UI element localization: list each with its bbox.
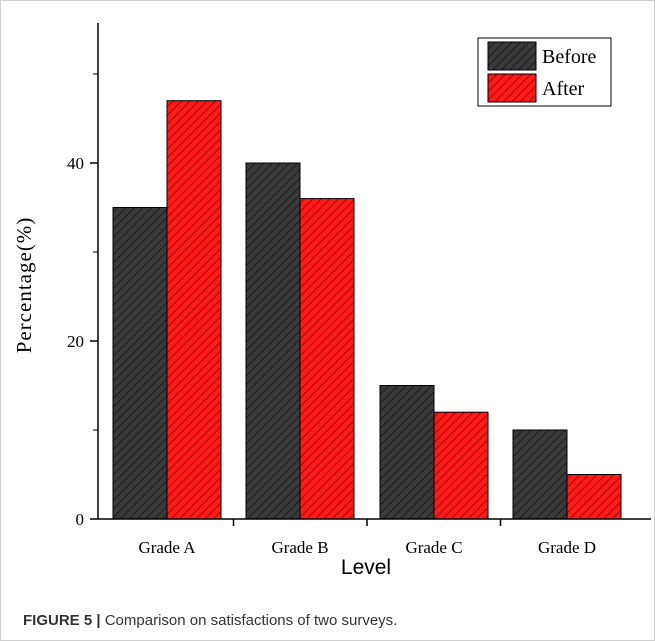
bar-after-grade-c [433,411,489,520]
bar-before-grade-b [245,162,301,520]
figure-label: FIGURE 5 | [23,612,101,629]
legend: Before After [477,37,612,107]
y-tick-label: 40 [67,154,84,173]
x-tick-label: Grade A [138,538,196,557]
x-tick-label: Grade D [538,538,596,557]
y-axis-label: Percentage(%) [12,217,36,354]
y-tick-label: 0 [76,510,85,529]
figure-caption: FIGURE 5 | Comparison on satisfactions o… [23,612,643,629]
bar-before-grade-a [112,207,168,520]
y-ticks-group: 0 20 40 [67,73,98,529]
bar-after-grade-d [566,474,622,520]
legend-label-before: Before [542,46,597,68]
bar-after-grade-a [166,100,222,520]
y-tick-label: 20 [67,332,84,351]
x-tick-label: Grade C [405,538,462,557]
legend-swatch-before [487,41,537,71]
x-tick-label: Grade B [271,538,328,557]
bar-before-grade-d [512,429,568,520]
bars-group [112,100,622,520]
bar-before-grade-c [379,385,435,520]
caption-text: Comparison on satisfactions of two surve… [100,612,398,629]
x-axis-label: Level [341,556,391,579]
bar-chart: 0 20 40 Grade A Grade B Grade C Grade D Perce… [12,23,651,579]
legend-label-after: After [542,78,585,100]
bar-after-grade-b [299,198,355,520]
legend-swatch-after [487,73,537,103]
x-ticks-group: Grade A Grade B Grade C Grade D [138,519,596,557]
